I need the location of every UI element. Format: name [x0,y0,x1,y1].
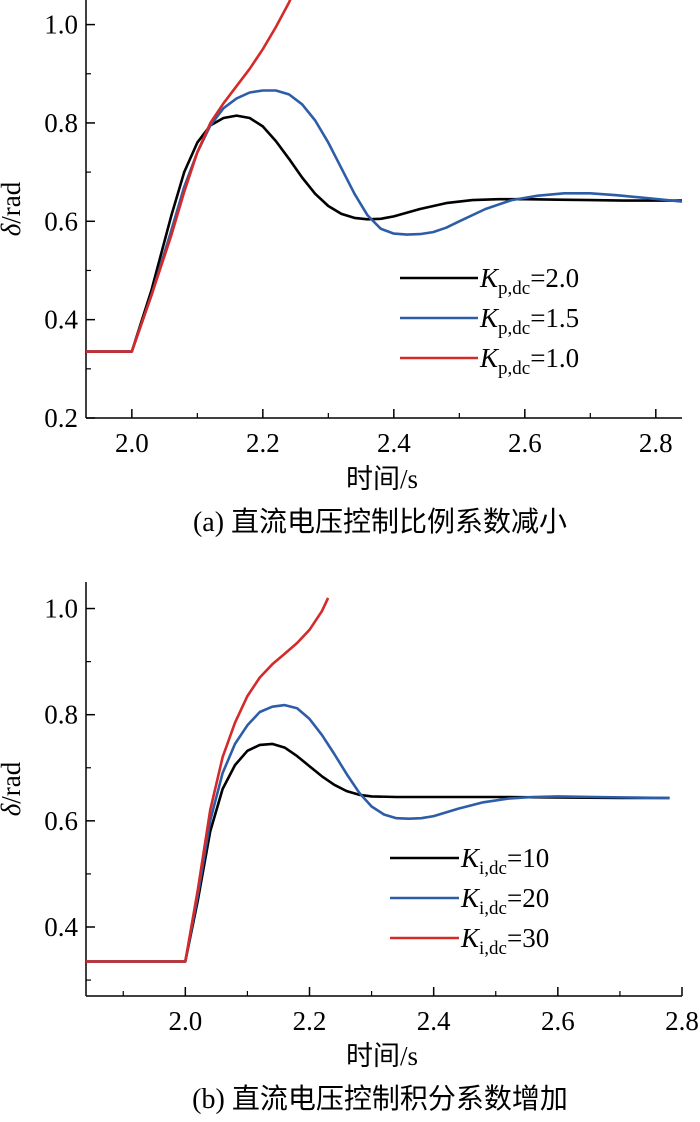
legend-label-2: Ki,dc=20 [460,883,549,919]
y-tick-label: 0.8 [44,700,78,730]
x-tick-label: 2.2 [293,1006,327,1036]
chart-caption: (b) 直流电压控制积分系数增加 [192,1083,568,1115]
y-tick-label: 0.4 [44,912,78,942]
x-tick-label: 2.8 [665,1006,699,1036]
x-axis-label: 时间/s [346,1041,418,1071]
series-line-1 [86,114,682,353]
x-tick-label: 2.2 [246,428,280,458]
chart-caption: (a) 直流电压控制比例系数减小 [193,506,567,538]
y-axis-label: δ/rad [0,761,26,816]
x-tick-label: 2.8 [639,428,673,458]
series-line-3 [86,0,292,353]
x-tick-label: 2.4 [377,428,411,458]
legend-label-3: Kp,dc=1.0 [479,343,579,379]
y-axis-label: δ/rad [0,181,26,236]
legend-label-1: Ki,dc=10 [460,843,549,879]
y-tick-label: 0.6 [44,806,78,836]
legend-label-1: Kp,dc=2.0 [479,263,579,299]
x-tick-label: 2.0 [168,1006,202,1036]
series-line-2 [86,703,670,963]
y-tick-label: 0.8 [44,108,78,138]
y-tick-label: 1.0 [44,594,78,624]
x-tick-label: 2.6 [541,1006,575,1036]
y-tick-label: 0.6 [44,206,78,236]
legend-label-3: Ki,dc=30 [460,923,549,959]
x-tick-label: 2.0 [115,428,149,458]
series-line-3 [86,597,330,963]
chart-panel-2: 2.0 2.2 2.4 2.6 2.8 0.4 0.6 0.8 1.0 Ki,dc=10 Ki,dc… [0,582,699,1115]
legend-label-2: Kp,dc=1.5 [479,303,579,339]
x-axis-label: 时间/s [346,464,418,494]
series-line-1 [86,742,670,963]
x-tick-label: 2.6 [508,428,542,458]
y-tick-label: 0.4 [44,305,78,335]
x-tick-label: 2.4 [417,1006,451,1036]
y-tick-label: 1.0 [44,10,78,40]
chart-panel-1: 2.0 2.2 2.4 2.6 2.8 0.2 0.4 0.6 0.8 1.0 Kp,dc=2.0 K… [0,0,683,538]
y-tick-label: 0.2 [44,403,78,433]
